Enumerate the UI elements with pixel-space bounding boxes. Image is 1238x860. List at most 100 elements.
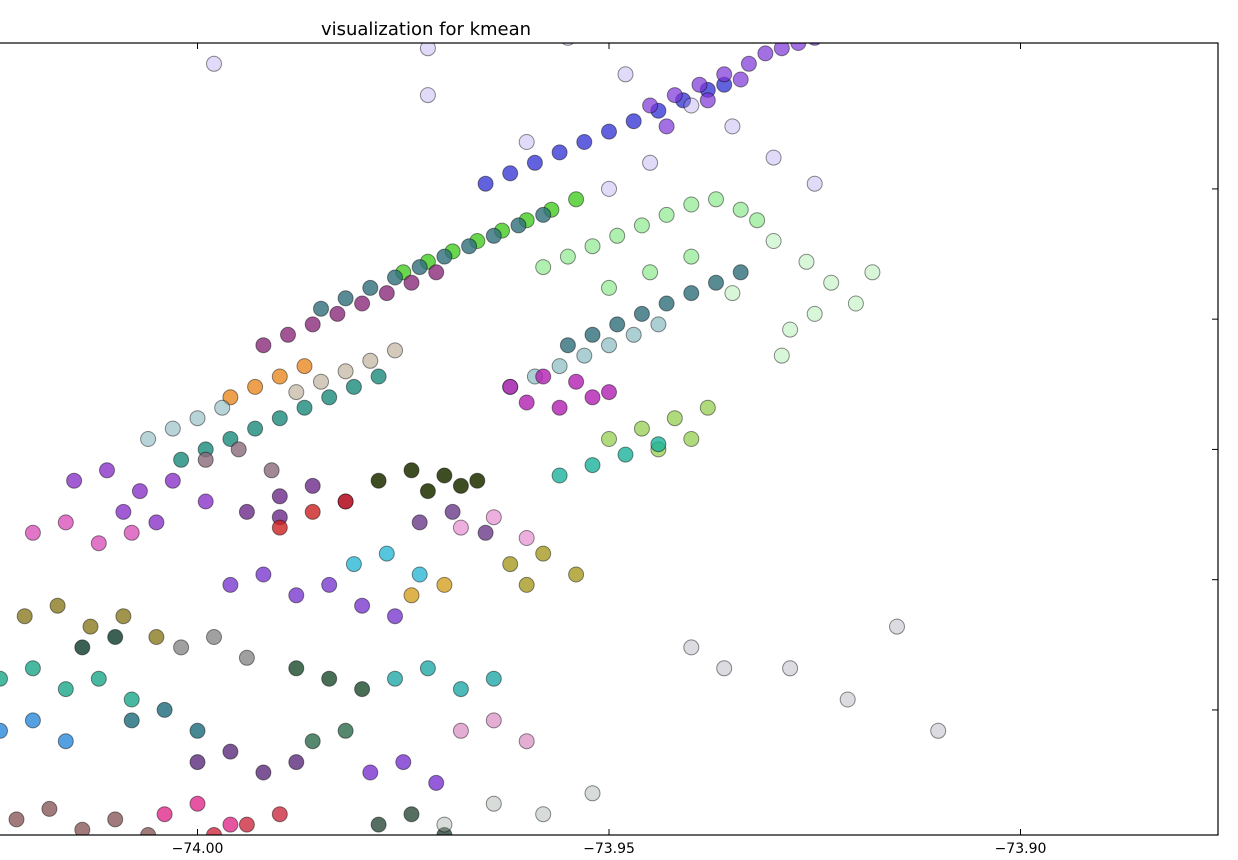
scatter-point <box>321 389 338 406</box>
scatter-point <box>49 597 66 614</box>
scatter-point <box>535 806 552 823</box>
scatter-point <box>601 180 617 197</box>
scatter-point <box>699 399 716 416</box>
scatter-point <box>90 670 107 687</box>
scatter-point <box>304 733 321 750</box>
scatter-point <box>222 389 239 406</box>
scatter-point <box>699 92 716 109</box>
scatter-point <box>321 576 338 593</box>
scatter-point <box>173 451 190 468</box>
scatter-point <box>107 811 124 828</box>
scatter-point <box>74 639 91 656</box>
scatter-point <box>469 472 486 489</box>
scatter-point <box>428 774 445 791</box>
scatter-point <box>823 274 840 291</box>
scatter-point <box>337 722 354 739</box>
scatter-point <box>625 326 642 343</box>
scatter-point <box>419 483 436 500</box>
scatter-point <box>732 71 749 88</box>
scatter-point <box>24 660 41 677</box>
scatter-point <box>584 785 601 802</box>
scatter-point <box>271 410 288 427</box>
scatter-point <box>140 431 157 447</box>
scatter-point <box>411 566 428 583</box>
scatter-point <box>222 576 239 593</box>
scatter-point <box>255 337 272 354</box>
scatter-point <box>551 399 568 416</box>
scatter-point <box>708 274 724 291</box>
scatter-point <box>708 191 724 208</box>
scatter-point <box>436 248 453 265</box>
ticks-layer: −74.00 −73.95 −73.90 <box>172 43 1218 857</box>
scatter-point <box>584 238 601 255</box>
scatter-point <box>518 733 535 750</box>
scatter-point <box>601 279 617 296</box>
scatter-point <box>378 545 395 562</box>
scatter-point <box>24 524 41 541</box>
scatter-point <box>452 722 469 739</box>
scatter-point <box>403 587 420 604</box>
scatter-point <box>502 378 519 395</box>
scatter-point <box>197 493 214 510</box>
scatter-point <box>642 154 659 171</box>
scatter-point <box>584 457 601 474</box>
scatter-point <box>0 670 8 687</box>
scatter-point <box>403 462 420 479</box>
scatter-point <box>238 649 255 666</box>
scatter-point <box>864 264 881 281</box>
scatter-point <box>740 55 757 72</box>
scatter-point <box>790 43 807 51</box>
scatter-point <box>642 97 659 114</box>
scatter-point <box>206 827 222 835</box>
scatter-point <box>502 165 519 182</box>
scatter-point <box>222 743 239 760</box>
scatter-point <box>609 227 626 244</box>
scatter-point <box>230 441 247 458</box>
scatter-point <box>847 295 864 312</box>
points-layer <box>0 43 947 835</box>
scatter-point <box>189 722 206 739</box>
scatter-point <box>444 503 461 520</box>
scatter-point <box>123 691 140 708</box>
scatter-point <box>683 97 700 114</box>
scatter-point <box>354 597 371 614</box>
scatter-point <box>173 639 190 656</box>
scatter-point <box>354 681 371 698</box>
scatter-point <box>387 670 403 687</box>
scatter-point <box>288 384 305 401</box>
x-tick-label: −73.95 <box>583 841 635 857</box>
scatter-point <box>551 358 568 375</box>
scatter-point <box>345 378 362 395</box>
scatter-point <box>370 816 387 833</box>
scatter-point <box>370 368 387 385</box>
scatter-point <box>452 477 469 494</box>
scatter-point <box>74 821 91 835</box>
scatter-point <box>280 326 296 343</box>
scatter-point <box>403 274 420 291</box>
scatter-point <box>625 113 642 130</box>
scatter-point <box>452 519 469 536</box>
scatter-point <box>140 827 157 835</box>
scatter-point <box>115 608 132 625</box>
scatter-point <box>57 514 74 531</box>
scatter-point <box>214 399 231 416</box>
scatter-point <box>362 279 379 296</box>
scatter-point <box>271 368 288 385</box>
scatter-point <box>683 196 700 213</box>
scatter-point <box>782 321 799 338</box>
scatter-point <box>683 248 700 265</box>
scatter-point <box>683 431 700 447</box>
scatter-point <box>403 806 420 823</box>
scatter-point <box>148 514 165 531</box>
scatter-point <box>773 347 790 364</box>
scatter-point <box>568 373 585 390</box>
scatter-point <box>189 754 206 771</box>
scatter-point <box>107 629 124 645</box>
scatter-point <box>24 712 41 729</box>
scatter-point <box>395 754 412 771</box>
scatter-point <box>559 248 576 265</box>
scatter-point <box>428 264 445 281</box>
scatter-point <box>57 681 74 698</box>
scatter-point <box>206 629 222 645</box>
